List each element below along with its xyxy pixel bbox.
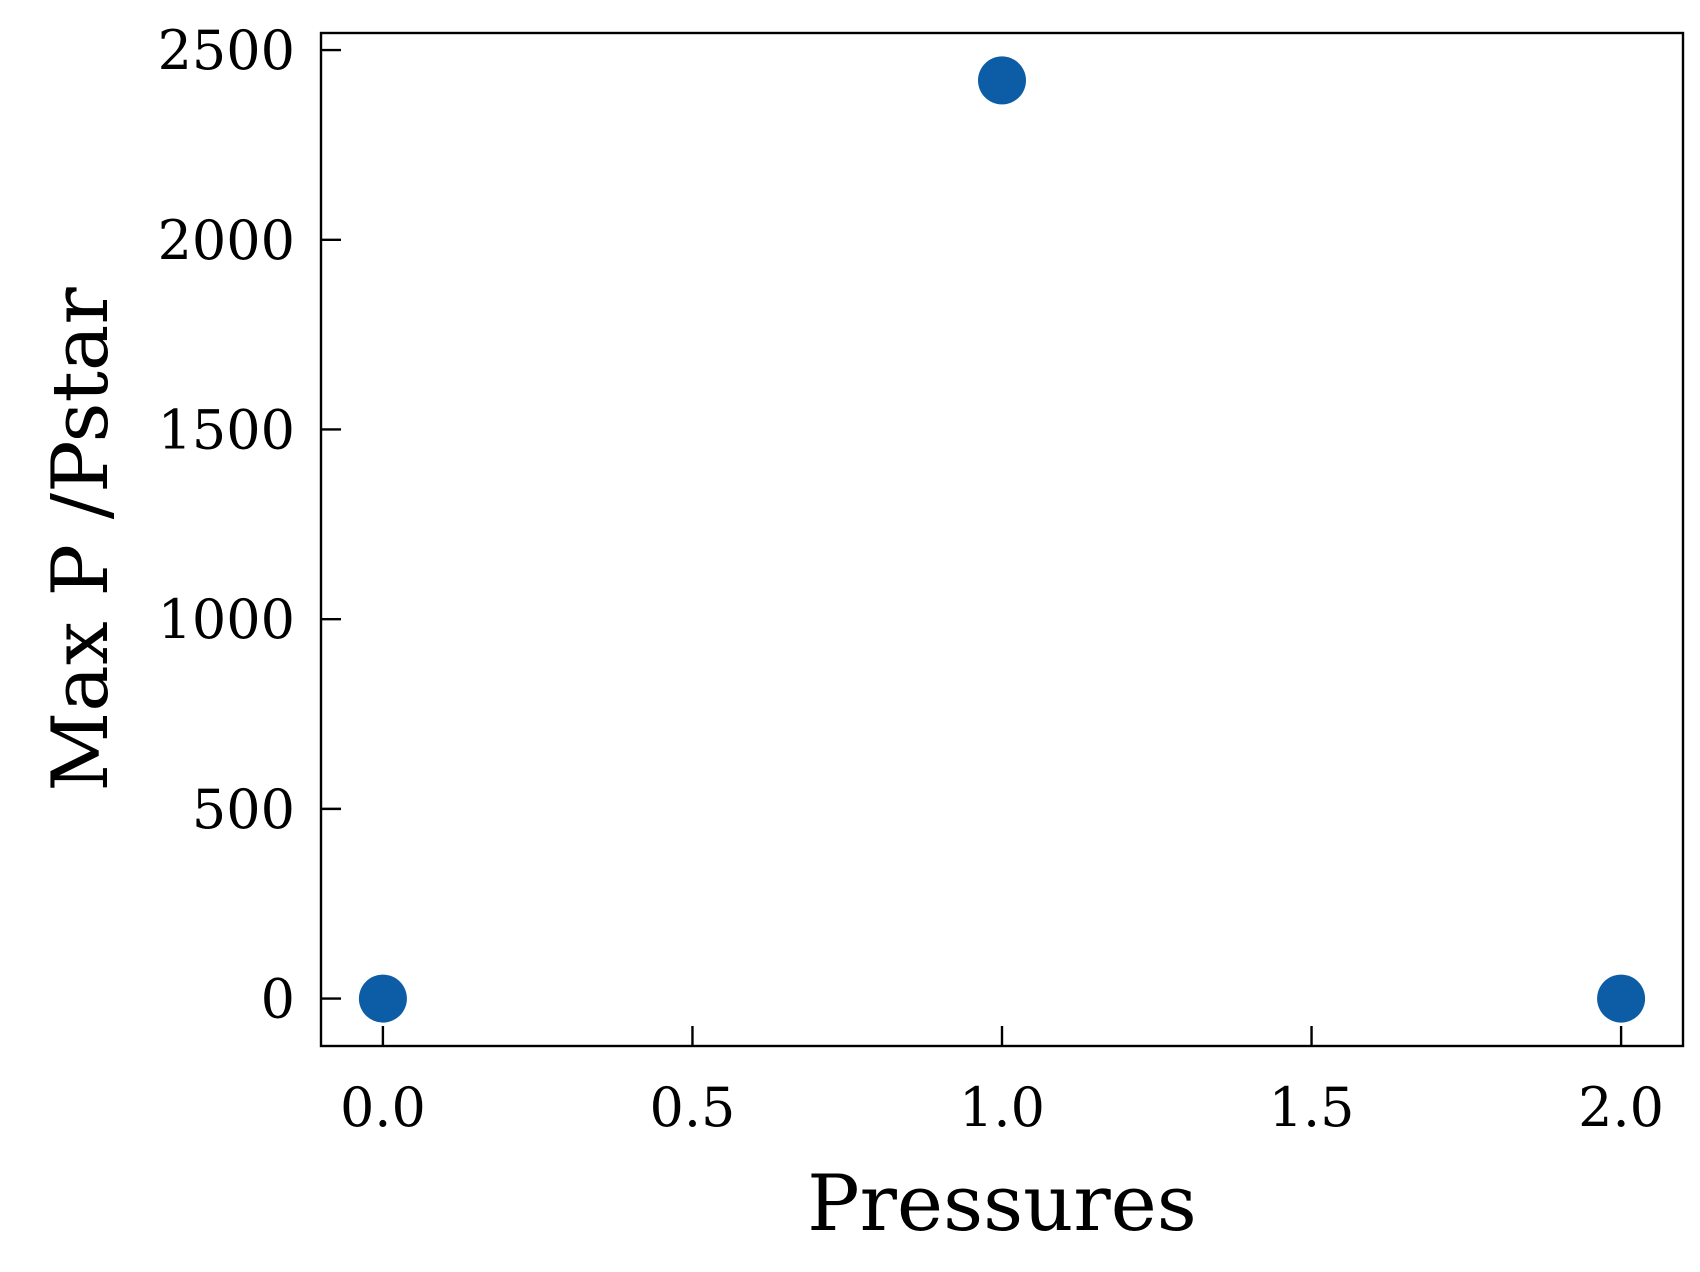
y-tick-label: 2500: [158, 19, 295, 82]
y-tick-label: 500: [192, 778, 295, 841]
data-point: [358, 974, 407, 1023]
data-point: [978, 56, 1026, 105]
x-tick-label: 1.5: [1269, 1076, 1355, 1139]
data-point: [1597, 974, 1646, 1023]
data-points: [358, 56, 1646, 1023]
y-tick-label: 1500: [158, 398, 295, 461]
x-tick-label: 2.0: [1578, 1076, 1664, 1139]
x-tick-label: 1.0: [959, 1076, 1045, 1139]
x-tick-label: 0.5: [650, 1076, 736, 1139]
y-tick-label: 0: [261, 968, 295, 1031]
y-axis-title: Max P /Pstar: [36, 287, 126, 792]
plot-area-frame: [319, 31, 1685, 1048]
y-axis-ticks: 0 500 1000 1500 2000 2500: [158, 19, 341, 1031]
x-axis-ticks: 0.0 0.5 1.0 1.5 2.0: [340, 1026, 1664, 1139]
x-axis-title: Pressures: [807, 1159, 1197, 1249]
x-tick-label: 0.0: [340, 1076, 426, 1139]
y-tick-label: 1000: [158, 588, 295, 651]
y-tick-label: 2000: [158, 209, 295, 272]
